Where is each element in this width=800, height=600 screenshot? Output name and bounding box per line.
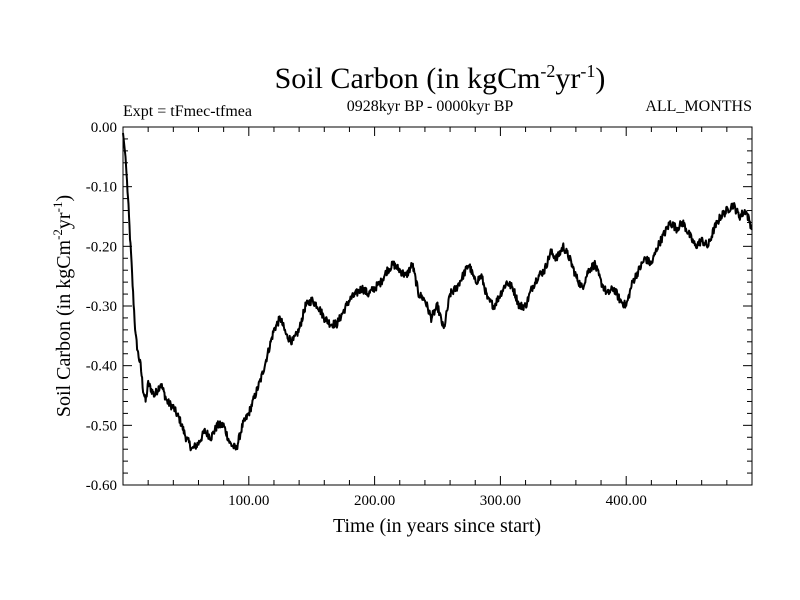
soil-carbon-line bbox=[122, 132, 753, 452]
x-axis: 100.00 200.00 300.00 400.00 bbox=[147, 127, 728, 509]
y-tick-label: -0.60 bbox=[86, 478, 117, 494]
y-tick-label: -0.20 bbox=[86, 239, 117, 255]
y-tick-label: 0.00 bbox=[91, 120, 117, 136]
x-tick-label: 100.00 bbox=[228, 493, 269, 509]
y-axis: 0.00 -0.10 -0.20 -0.30 -0.40 -0.50 -0.60 bbox=[86, 120, 752, 494]
x-tick-label: 200.00 bbox=[354, 493, 395, 509]
x-tick-label: 400.00 bbox=[606, 493, 647, 509]
y-axis-label: Soil Carbon (in kgCm-2yr-1) bbox=[50, 195, 75, 417]
y-tick-label: -0.50 bbox=[86, 418, 117, 434]
y-tick-label: -0.10 bbox=[86, 180, 117, 196]
months-label: ALL_MONTHS bbox=[645, 98, 752, 115]
x-tick-label: 300.00 bbox=[480, 493, 521, 509]
y-tick-label: -0.30 bbox=[86, 299, 117, 315]
chart-title: Soil Carbon (in kgCm-2yr-1) bbox=[275, 61, 606, 95]
time-range-label: 0928kyr BP - 0000kyr BP bbox=[347, 98, 514, 115]
y-tick-label: -0.40 bbox=[86, 359, 117, 375]
x-axis-label: Time (in years since start) bbox=[333, 515, 541, 537]
experiment-label: Expt = tFmec-tfmea bbox=[123, 103, 252, 120]
